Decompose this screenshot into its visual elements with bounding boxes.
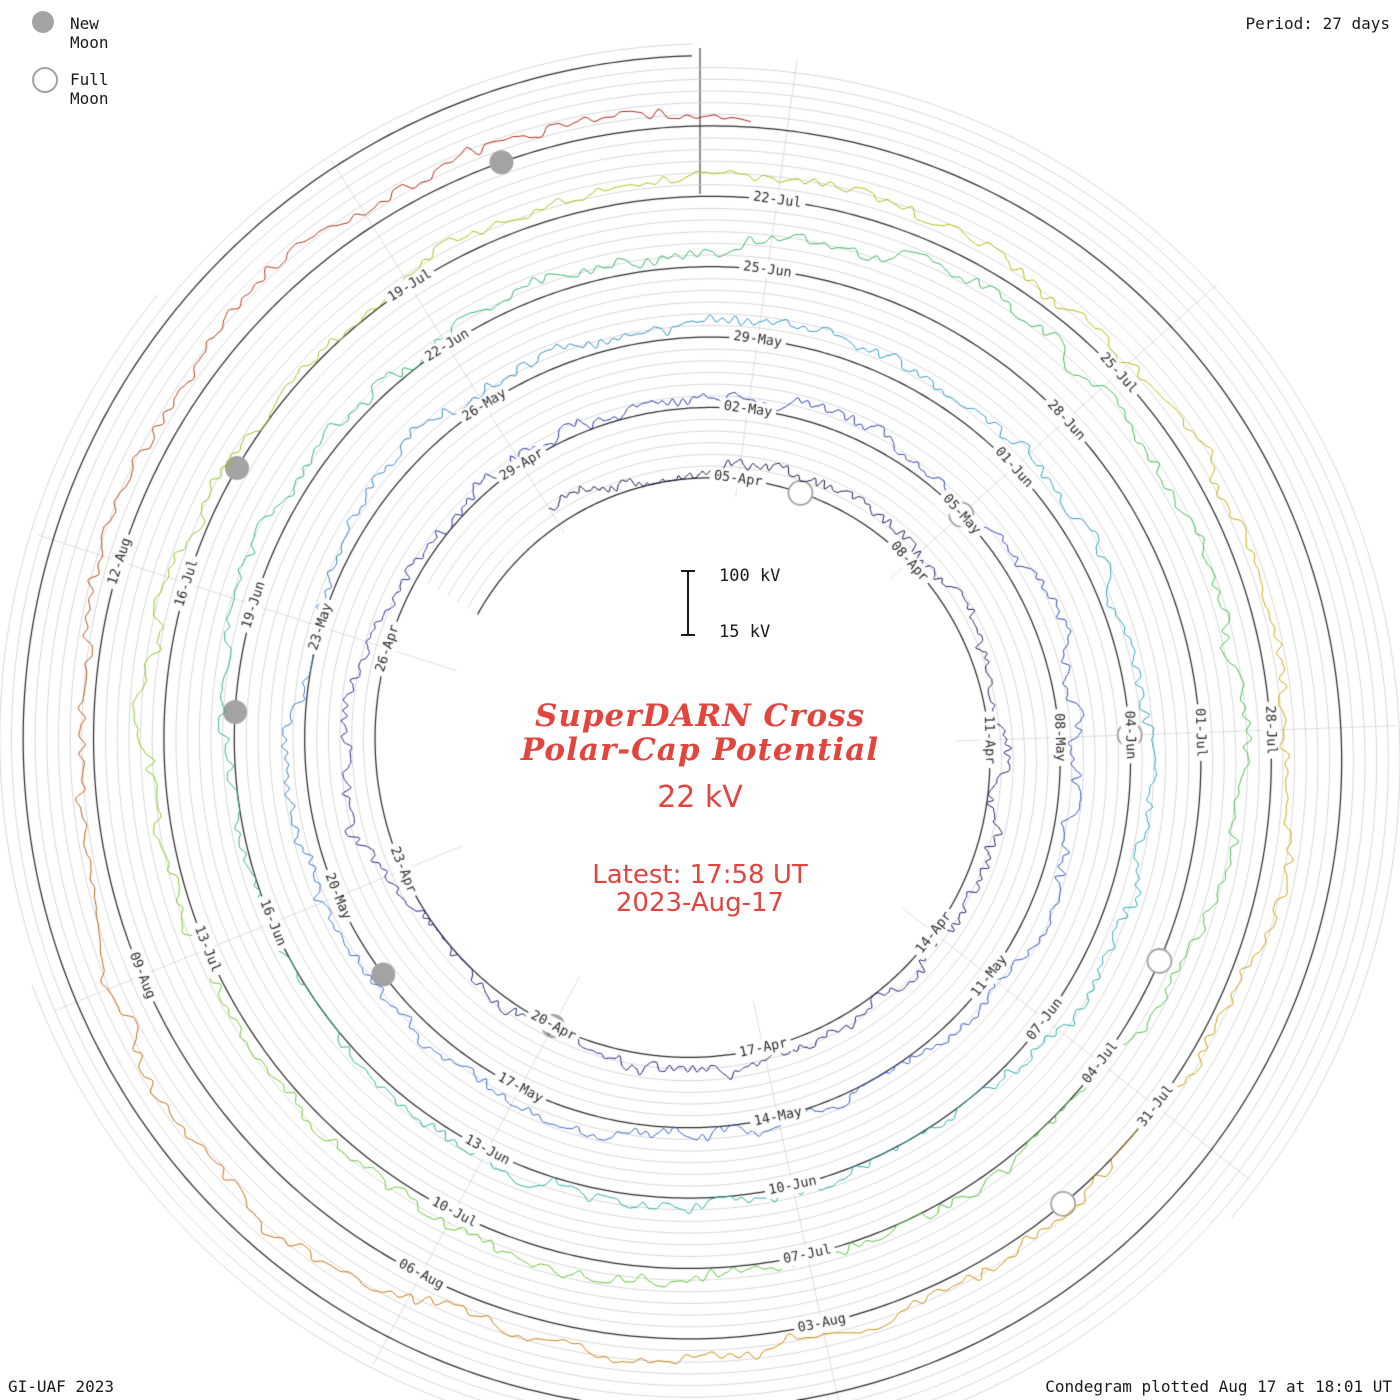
period-label: Period: 27 days <box>1245 14 1391 33</box>
full-moon-icon <box>32 67 58 93</box>
credit-label: GI-UAF 2023 <box>8 1377 114 1396</box>
full-moon-label: Full Moon <box>70 70 109 108</box>
new-moon-icon <box>32 11 54 33</box>
new-moon-label: New Moon <box>70 14 109 52</box>
plotted-timestamp-label: Condegram plotted Aug 17 at 18:01 UT <box>1045 1377 1392 1396</box>
